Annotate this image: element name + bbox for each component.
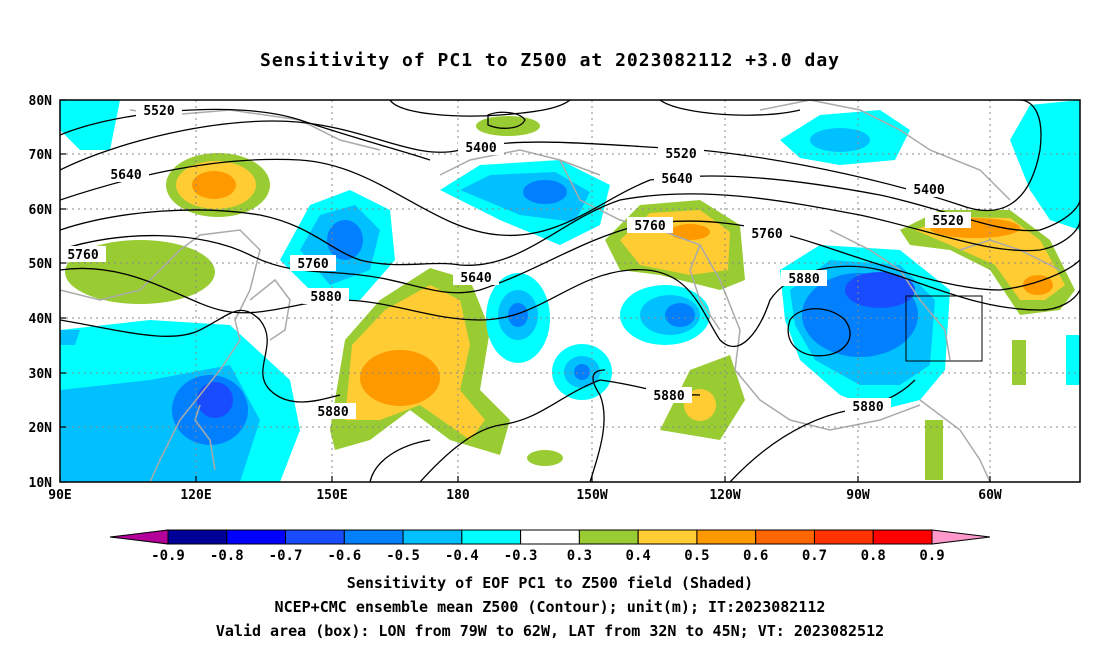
lat-lon-grid xyxy=(60,100,1080,482)
axis-ticks xyxy=(59,99,991,483)
contour-label: 5760 xyxy=(297,257,328,272)
colorbar-label: 0.9 xyxy=(919,548,944,564)
footer-line-2: NCEP+CMC ensemble mean Z500 (Contour); u… xyxy=(274,598,826,616)
lon-label: 90E xyxy=(48,488,71,503)
colorbar: -0.9 -0.8 -0.7 -0.6 -0.5 -0.4 -0.3 0.3 0.4 0.5 0.6… xyxy=(109,529,991,564)
contour-label: 5640 xyxy=(661,172,692,187)
lat-label: 30N xyxy=(29,367,53,382)
contour-label: 5760 xyxy=(751,227,782,242)
contour-label: 5400 xyxy=(465,141,496,156)
colorbar-swatch xyxy=(167,529,228,545)
latitude-labels: 80N 70N 60N 50N 40N 30N 20N 10N xyxy=(29,94,53,491)
colorbar-label: 0.5 xyxy=(684,548,709,564)
colorbar-label: -0.8 xyxy=(210,548,244,564)
contour-label: 5640 xyxy=(460,271,491,286)
colorbar-swatch xyxy=(226,529,287,545)
colorbar-swatch xyxy=(637,529,698,545)
colorbar-label: 0.3 xyxy=(567,548,592,564)
colorbar-label: -0.3 xyxy=(504,548,538,564)
footer-line-1: Sensitivity of EOF PC1 to Z500 field (Sh… xyxy=(346,574,754,592)
contour-label: 5640 xyxy=(110,168,141,183)
colorbar-label: -0.7 xyxy=(269,548,303,564)
contour-label: 5880 xyxy=(852,400,883,415)
colorbar-swatch xyxy=(578,529,639,545)
contour-label: 5880 xyxy=(788,272,819,287)
lon-label: 150E xyxy=(316,488,347,503)
colorbar-label: 0.6 xyxy=(743,548,768,564)
colorbar-label: 0.4 xyxy=(626,548,651,564)
colorbar-swatch xyxy=(755,529,815,545)
lon-label: 60W xyxy=(978,488,1002,503)
contour-label: 5880 xyxy=(310,290,341,305)
lon-label: 180 xyxy=(446,488,470,503)
lat-label: 70N xyxy=(29,148,53,163)
coastlines xyxy=(60,100,1061,482)
colorbar-swatch xyxy=(343,529,404,545)
footer-line-3: Valid area (box): LON from 79W to 62W, L… xyxy=(215,622,885,640)
colorbar-label: -0.6 xyxy=(327,548,361,564)
longitude-labels: 90E 120E 150E 180 150W 120W 90W 60W xyxy=(48,488,1002,503)
colorbar-swatch xyxy=(402,529,463,545)
lon-label: 120E xyxy=(180,488,211,503)
lat-label: 80N xyxy=(29,94,53,109)
valid-area-box xyxy=(905,295,983,362)
lat-label: 60N xyxy=(29,203,53,218)
colorbar-label: -0.4 xyxy=(445,548,479,564)
colorbar-swatch xyxy=(461,529,522,545)
colorbar-label: 0.7 xyxy=(802,548,827,564)
lat-label: 20N xyxy=(29,421,53,436)
contour-label: 5520 xyxy=(932,214,963,229)
colorbar-label: 0.8 xyxy=(861,548,886,564)
colorbar-swatch xyxy=(872,529,933,545)
contour-label: 5520 xyxy=(143,104,174,119)
lon-label: 120W xyxy=(709,488,740,503)
negative-sensitivity-shading xyxy=(60,100,1080,482)
contour-label: 5760 xyxy=(634,219,665,234)
colorbar-label: -0.9 xyxy=(151,548,185,564)
colorbar-swatch xyxy=(285,529,345,545)
lon-label: 150W xyxy=(576,488,607,503)
map-plot-area: 5520 5400 5520 5640 5400 5640 5520 5760 … xyxy=(60,100,1080,482)
colorbar-swatch xyxy=(813,529,874,545)
z500-contours xyxy=(60,100,1080,482)
chart-title: Sensitivity of PC1 to Z500 at 2023082112… xyxy=(259,50,840,71)
contour-label: 5520 xyxy=(665,147,696,162)
colorbar-label: -0.5 xyxy=(386,548,420,564)
lon-label: 90W xyxy=(846,488,870,503)
colorbar-max-arrow xyxy=(931,529,991,545)
contour-label: 5880 xyxy=(653,389,684,404)
map-frame xyxy=(59,99,1081,483)
lat-label: 10N xyxy=(29,476,53,491)
contour-label: 5400 xyxy=(913,183,944,198)
contour-label: 5760 xyxy=(67,248,98,263)
contour-label: 5880 xyxy=(317,405,348,420)
lat-label: 40N xyxy=(29,312,53,327)
colorbar-min-arrow xyxy=(109,529,169,545)
contour-labels: 5520 5400 5520 5640 5400 5640 5520 5760 … xyxy=(60,102,971,420)
lat-label: 50N xyxy=(29,257,53,272)
colorbar-swatch xyxy=(520,529,580,545)
colorbar-swatch xyxy=(696,529,757,545)
